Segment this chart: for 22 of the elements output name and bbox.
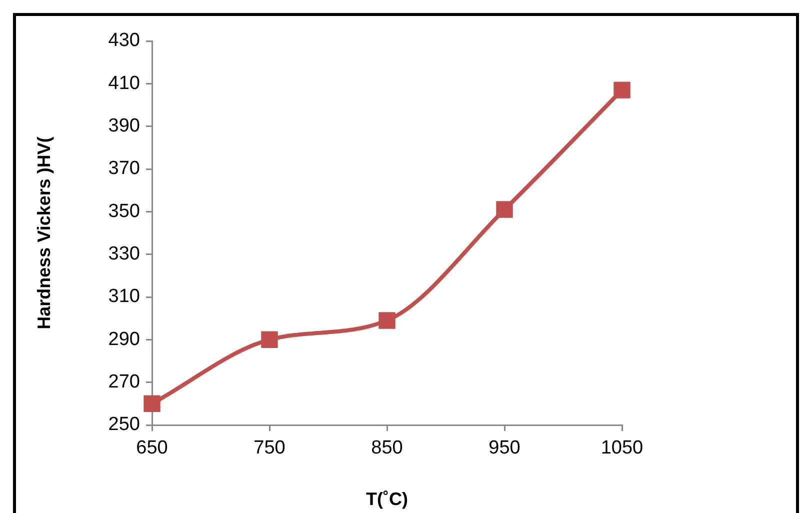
x-axis-title: T(˚C): [366, 489, 408, 510]
point: [378, 312, 396, 329]
point: [614, 82, 630, 98]
y-tick-label: 430: [108, 30, 140, 52]
y-axis-title: Hardness Vickers )HV(: [34, 136, 54, 330]
y-tick-label: 290: [108, 328, 140, 350]
point: [144, 395, 160, 412]
y-tick-label: 310: [108, 286, 140, 308]
point: [496, 201, 513, 218]
y-tick-label: 410: [108, 72, 140, 94]
x-tick-label: 850: [371, 438, 403, 459]
y-tick-label: 390: [108, 116, 140, 137]
point: [261, 331, 278, 348]
x-tick-label: 750: [254, 438, 286, 459]
x-tick-label: 950: [488, 438, 520, 459]
x-tick-label: 650: [136, 438, 168, 459]
y-tick-label: 370: [108, 158, 140, 180]
y-tick-label: 350: [108, 200, 140, 222]
y-tick-label: 270: [108, 372, 140, 393]
x-tick-label: 1050: [600, 438, 644, 459]
y-tick-label: 250: [108, 414, 140, 436]
y-tick-label: 330: [108, 244, 140, 265]
